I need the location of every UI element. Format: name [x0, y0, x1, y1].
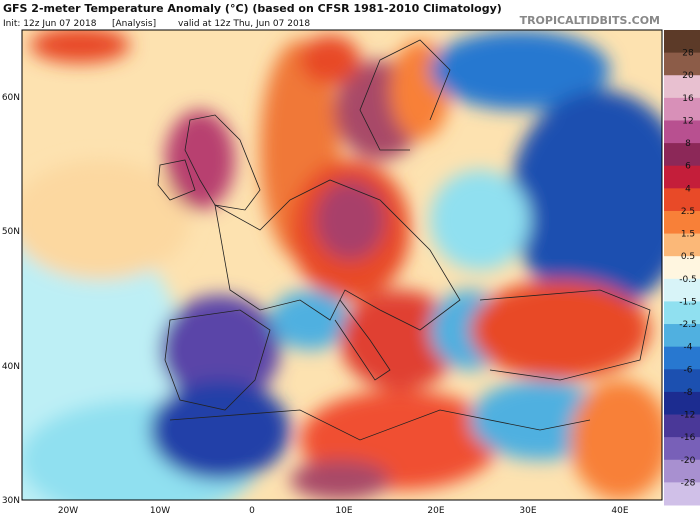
colorbar-swatch	[664, 459, 700, 483]
colorbar-swatch	[664, 278, 700, 302]
colorbar-label: -4	[684, 343, 693, 353]
colorbar-label: -6	[684, 365, 693, 375]
colorbar-swatch	[664, 369, 700, 393]
anomaly-field	[22, 30, 662, 500]
colorbar-label: 20	[682, 71, 694, 81]
anomaly-map	[22, 30, 662, 500]
colorbar-swatch	[664, 97, 700, 121]
graticule-labels: 60N 50N 40N 30N 20W 10W 0 10E 20E 30E 40E	[2, 93, 629, 516]
colorbar-swatch	[664, 482, 700, 506]
colorbar-swatch	[664, 120, 700, 144]
longitude-label: 0	[249, 506, 255, 516]
map-frame	[21, 29, 663, 501]
colorbar-swatch	[664, 414, 700, 438]
colorbar-swatch	[664, 346, 700, 370]
colorbar-label: 2.5	[681, 207, 695, 217]
colorbar-swatch	[664, 324, 700, 348]
latitude-label: 60N	[2, 93, 20, 103]
colorbar-swatch	[664, 210, 700, 235]
colorbar-swatch	[664, 437, 700, 461]
valid-time: valid at 12z Thu, Jun 07 2018	[178, 19, 310, 29]
latitude-label: 30N	[2, 496, 20, 506]
colorbar-label: 12	[682, 116, 693, 126]
longitude-label: 20W	[58, 506, 78, 516]
init: Init: 12z Jun 07 2018	[3, 19, 97, 29]
colorbar-label: -28	[681, 478, 696, 488]
colorbar-label: 0.5	[681, 252, 695, 262]
title: GFS 2-meter Temperature Anomaly (°C) (ba…	[3, 2, 502, 15]
colorbar-swatch	[664, 233, 700, 257]
latitude-label: 50N	[2, 227, 20, 237]
colorbar-label: -12	[681, 411, 696, 421]
colorbar-swatch	[664, 188, 700, 212]
colorbar-swatch	[664, 143, 700, 167]
latitude-label: 40N	[2, 362, 20, 372]
colorbar-label: 6	[685, 162, 691, 172]
colorbar-label: -16	[681, 433, 696, 443]
longitude-label: 10E	[335, 506, 352, 516]
longitude-label: 10W	[150, 506, 170, 516]
colorbar-swatch	[664, 165, 700, 189]
colorbar-swatch	[664, 256, 700, 280]
colorbar: 28 20 16 12 8 6 4 2.5 1.5 0.5 -0.5 -1.5 -2.5 -4 -6 -8 -1…	[664, 30, 700, 506]
analysis: [Analysis]	[112, 19, 156, 29]
colorbar-swatch	[664, 52, 700, 76]
colorbar-label: -2.5	[679, 320, 697, 330]
colorbar-label: -8	[684, 388, 693, 398]
colorbar-label: -1.5	[679, 297, 697, 307]
colorbar-label: 28	[682, 49, 694, 59]
colorbar-swatch	[664, 391, 700, 416]
colorbar-swatch	[664, 30, 700, 54]
colorbar-label: 8	[685, 139, 691, 149]
colorbar-swatch	[664, 75, 700, 99]
longitude-label: 20E	[427, 506, 444, 516]
longitude-label: 30E	[519, 506, 536, 516]
colorbar-label: 16	[682, 94, 694, 104]
colorbar-label: -20	[681, 456, 696, 466]
watermark: TROPICALTIDBITS.COM	[520, 14, 660, 27]
coastlines	[157, 39, 651, 441]
colorbar-swatch	[664, 301, 700, 325]
colorbar-label: 4	[685, 184, 691, 194]
colorbar-label: -0.5	[679, 275, 697, 285]
colorbar-label: 1.5	[681, 230, 695, 240]
longitude-label: 40E	[611, 506, 628, 516]
